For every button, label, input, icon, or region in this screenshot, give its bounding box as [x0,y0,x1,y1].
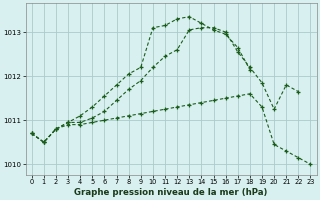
X-axis label: Graphe pression niveau de la mer (hPa): Graphe pression niveau de la mer (hPa) [74,188,268,197]
